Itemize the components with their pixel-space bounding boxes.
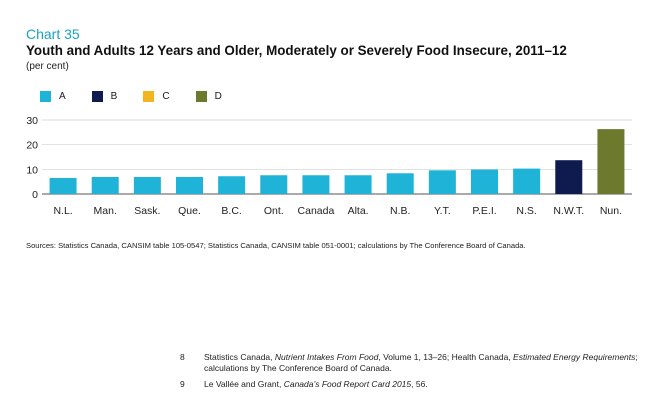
- chart-title: Youth and Adults 12 Years and Older, Mod…: [26, 43, 567, 58]
- x-tick-label: Que.: [178, 205, 201, 217]
- legend-label-a: A: [59, 91, 66, 102]
- bar-nb: [386, 173, 414, 194]
- y-tick-label: 0: [32, 189, 38, 201]
- bar-ont: [260, 175, 288, 194]
- legend-item-d: D: [195, 91, 222, 102]
- bar-ns: [513, 168, 541, 194]
- bars: [49, 129, 625, 194]
- bar-pei: [471, 169, 498, 194]
- footnotes: 8 Statistics Canada, Nutrient Intakes Fr…: [180, 352, 644, 395]
- legend-label-b: B: [110, 91, 118, 102]
- y-tick-label: 20: [26, 140, 38, 152]
- bar-bc: [218, 176, 246, 194]
- x-tick-label: Nun.: [600, 205, 622, 217]
- x-tick-label: N.L.: [53, 205, 72, 217]
- x-tick-label: Ont.: [264, 205, 284, 217]
- x-tick-label: Sask.: [134, 205, 160, 217]
- y-tick-label: 30: [26, 115, 38, 127]
- x-tick-label: N.W.T.: [553, 205, 584, 217]
- legend-item-c: C: [143, 91, 170, 102]
- chart-number: Chart 35: [26, 26, 80, 42]
- bar-nwt: [555, 160, 583, 194]
- x-tick-label: Canada: [298, 205, 335, 217]
- legend-swatch-d: [195, 91, 207, 102]
- bar-sask: [133, 176, 161, 194]
- bar-chart-plot: 0 10 20 30 N.L. Man. Sask. Que. B.C. Ont. Canada A…: [26, 115, 632, 217]
- footnote-text: Le Vallée and Grant, Canada’s Food Repor…: [204, 379, 428, 389]
- x-tick-label: N.B.: [390, 205, 410, 217]
- footnote-number: 8: [180, 352, 185, 362]
- x-tick-label: Y.T.: [434, 205, 451, 217]
- legend-item-b: B: [91, 91, 118, 102]
- legend-label-c: C: [162, 91, 170, 102]
- x-tick-label: N.S.: [516, 205, 536, 217]
- y-tick-label: 10: [26, 164, 38, 176]
- x-tick-label: Alta.: [348, 205, 369, 217]
- legend-swatch-a: [40, 91, 51, 102]
- bar-yt: [428, 170, 456, 194]
- x-tick-label: B.C.: [221, 205, 241, 217]
- bar-nun: [597, 129, 625, 194]
- gridlines: [42, 119, 632, 195]
- sources-note: Sources: Statistics Canada, CANSIM table…: [26, 241, 526, 250]
- x-tick-label: Man.: [94, 205, 117, 217]
- footnote-number: 9: [180, 379, 185, 389]
- bar-canada: [302, 175, 330, 194]
- footnote: 8 Statistics Canada, Nutrient Intakes Fr…: [180, 352, 644, 374]
- x-tick-label: P.E.I.: [472, 205, 496, 217]
- legend-item-a: A: [40, 91, 66, 102]
- bar-nl: [49, 177, 77, 194]
- footnote-text: Statistics Canada, Nutrient Intakes From…: [204, 352, 638, 373]
- legend-swatch-c: [143, 91, 155, 102]
- legend-swatch-b: [91, 91, 103, 102]
- bar-alta: [344, 175, 372, 194]
- bar-man: [91, 176, 119, 194]
- bar-que: [176, 176, 203, 194]
- footnote: 9 Le Vallée and Grant, Canada’s Food Rep…: [180, 379, 644, 390]
- legend-label-d: D: [214, 91, 222, 102]
- chart-legend: A B C D: [40, 91, 248, 102]
- y-axis-ticks: 0 10 20 30: [26, 115, 38, 201]
- x-axis-ticks: N.L. Man. Sask. Que. B.C. Ont. Canada Alta. N.B.…: [53, 205, 622, 217]
- chart-subtitle: (per cent): [26, 61, 69, 72]
